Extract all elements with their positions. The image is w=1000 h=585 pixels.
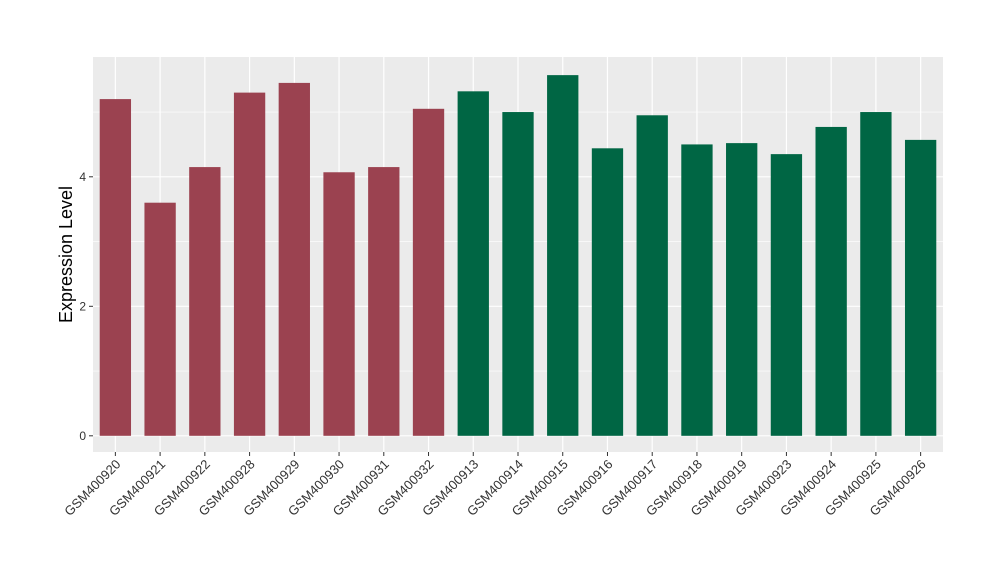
bar-GSM400918 bbox=[681, 144, 713, 436]
bars bbox=[99, 75, 937, 436]
bar-GSM400929 bbox=[278, 82, 310, 436]
bar-GSM400923 bbox=[770, 154, 803, 436]
bar-GSM400917 bbox=[636, 115, 668, 436]
bar-GSM400922 bbox=[189, 167, 221, 436]
bar-GSM400921 bbox=[144, 202, 176, 436]
y-tick-label: 2 bbox=[79, 299, 86, 313]
y-tick-label: 4 bbox=[79, 170, 86, 184]
bar-GSM400920 bbox=[99, 99, 132, 436]
bar-GSM400919 bbox=[726, 143, 758, 436]
bar-GSM400914 bbox=[502, 112, 534, 436]
bar-GSM400926 bbox=[904, 139, 937, 436]
bar-GSM400931 bbox=[368, 167, 400, 436]
bar-GSM400924 bbox=[815, 126, 847, 436]
bar-GSM400928 bbox=[233, 92, 266, 436]
y-tick-label: 0 bbox=[79, 429, 86, 443]
bar-GSM400915 bbox=[547, 75, 579, 436]
y-axis-title: Expression Level bbox=[56, 186, 76, 323]
bar-GSM400913 bbox=[457, 91, 489, 436]
bar-GSM400925 bbox=[860, 112, 892, 436]
bar-GSM400930 bbox=[323, 172, 355, 436]
bar-GSM400916 bbox=[591, 148, 624, 436]
bar-GSM400932 bbox=[412, 108, 445, 436]
